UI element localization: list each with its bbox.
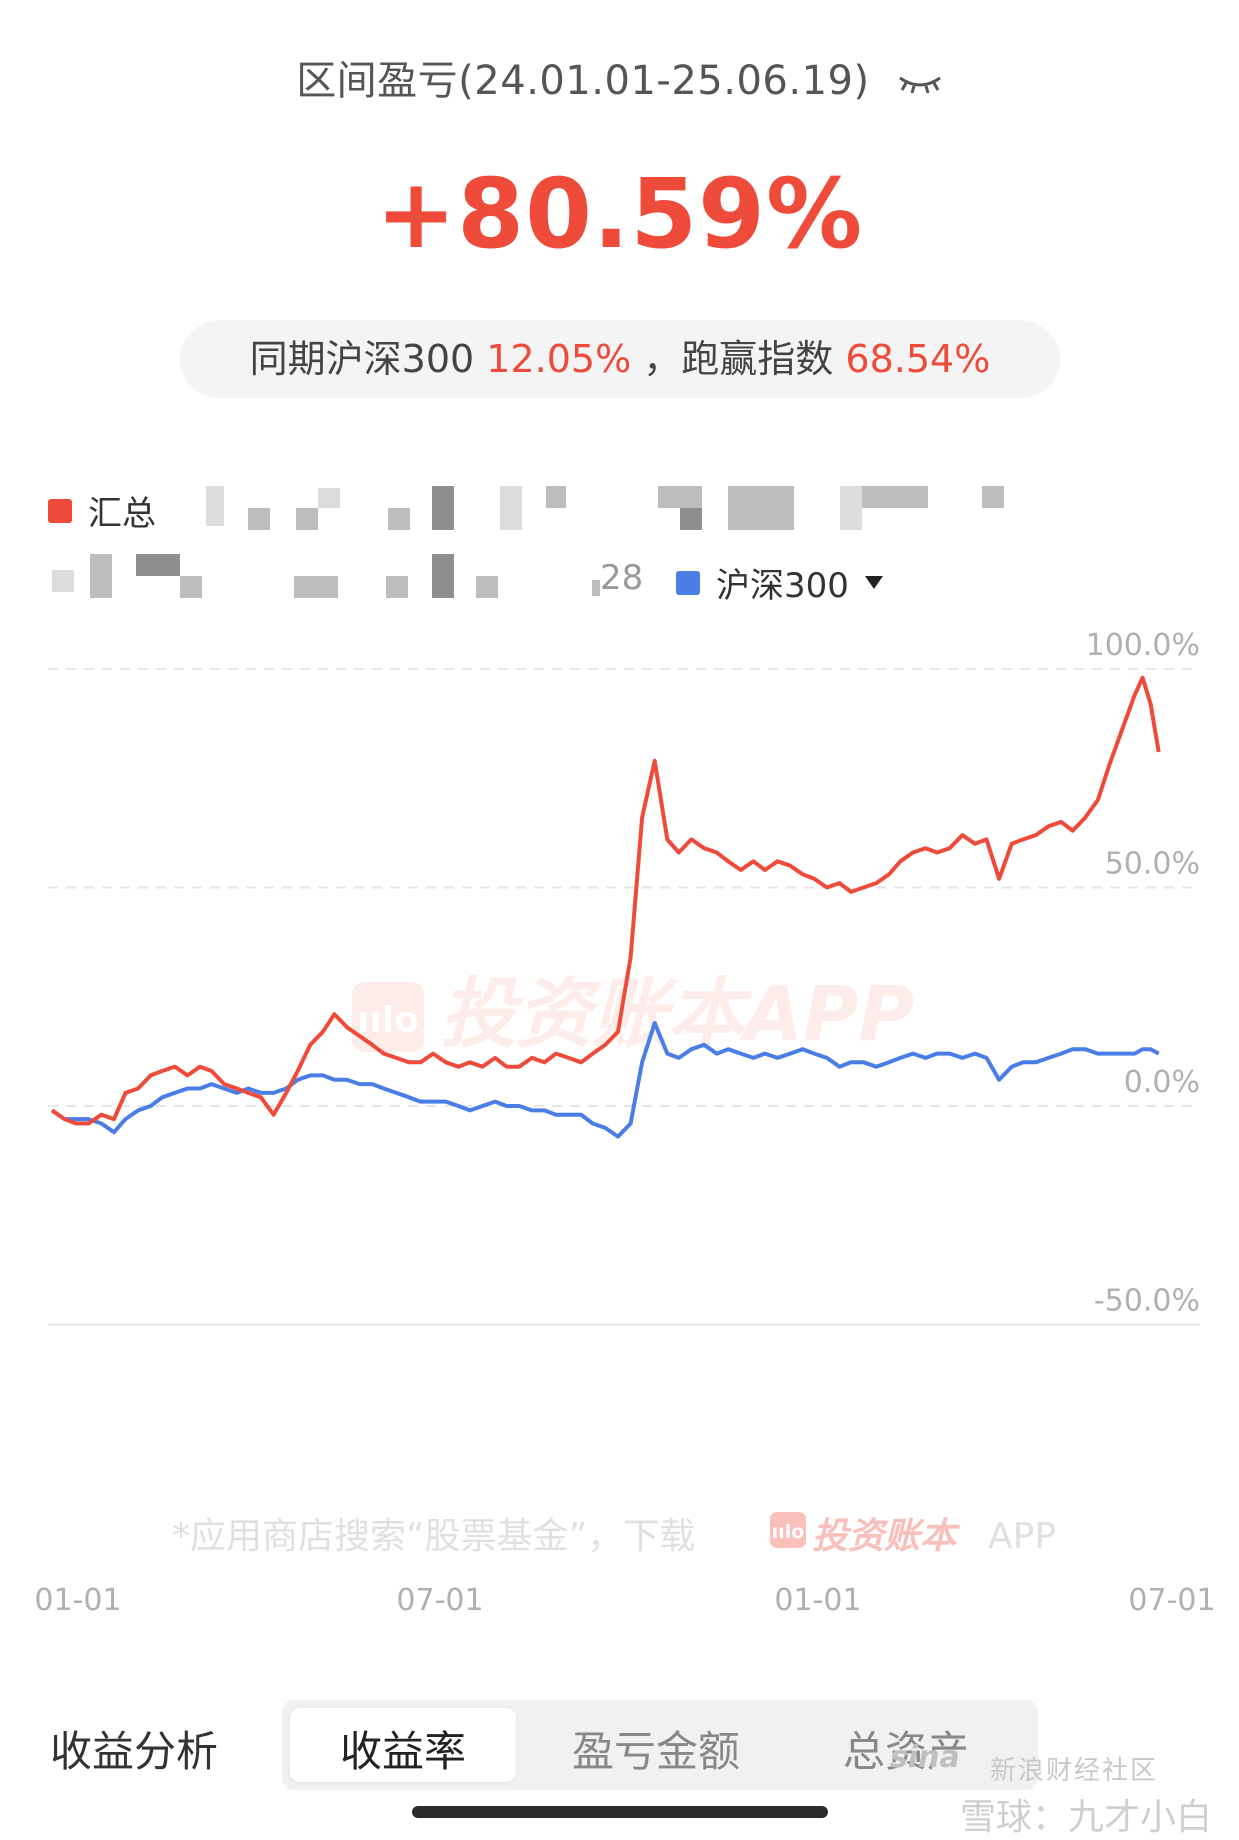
x-tick-label: 07-01 (396, 1583, 483, 1618)
legend-swatch-red (48, 498, 72, 523)
watermark-logo-icon: ıılo (352, 982, 424, 1052)
watermark-small-logo-text: ıılo (772, 1521, 805, 1543)
watermark-logo-text: ıılo (357, 1000, 419, 1041)
excess-return: 68.54% (845, 337, 991, 381)
x-tick-label: 07-01 (1128, 1583, 1215, 1618)
bottom-tabbar: 收益分析 收益率 盈亏金额 总资产 (0, 1690, 1239, 1800)
watermark-bottom-brand: 投资账本 (812, 1516, 961, 1557)
legend-swatch-blue (676, 570, 700, 595)
return-line-chart: 150.0%100.0%50.0%0.0%-50.0% ıılo 投资账本APP… (34, 628, 1215, 1618)
total-return-value: +80.59% (375, 158, 864, 270)
y-tick-label: 50.0% (1105, 847, 1200, 882)
tab-return-rate[interactable]: 收益率 (339, 1727, 466, 1776)
period-title-text: 区间盈亏(24.01.01-25.06.19) (296, 58, 870, 104)
watermark-bottom-app: APP (988, 1516, 1056, 1557)
legend-label-csi300: 沪深300 (716, 566, 849, 606)
x-tick-label: 01-01 (34, 1583, 121, 1618)
watermark-main: 投资账本APP (440, 969, 914, 1058)
series-line-summary (50, 675, 1161, 1126)
sina-site-label: 新浪财经社区 (990, 1756, 1159, 1786)
dropdown-triangle-icon[interactable] (864, 576, 883, 589)
benchmark-return: 12.05% (486, 337, 632, 381)
y-tick-label: 0.0% (1124, 1065, 1200, 1100)
legend-item-csi300[interactable]: 沪深300 (676, 558, 883, 607)
tab-pnl-amount[interactable]: 盈亏金额 (571, 1727, 740, 1776)
legend-partial-text: 28 (600, 558, 644, 598)
legend-label-summary: 汇总 (88, 494, 156, 534)
hide-eye-icon[interactable] (897, 60, 943, 106)
legend-item-summary[interactable]: 汇总 (48, 486, 156, 535)
sina-logo: sina (890, 1740, 960, 1775)
watermark-small-logo-icon: ıılo (770, 1512, 806, 1548)
benchmark-prefix: 同期沪深300 (249, 337, 475, 381)
benchmark-comparison: 同期沪深300 12.05% ，跑赢指数 68.54% (180, 320, 1060, 398)
series-line-csi300 (50, 1021, 1160, 1139)
home-indicator[interactable] (412, 1806, 828, 1818)
period-title: 区间盈亏(24.01.01-25.06.19) (0, 48, 1239, 106)
tab-return-analysis[interactable]: 收益分析 (50, 1727, 219, 1776)
y-tick-label: -50.0% (1094, 1284, 1200, 1319)
watermark-bottom: *应用商店搜索“股票基金”，下载 (172, 1516, 695, 1557)
tab-total-assets[interactable]: 总资产 (842, 1727, 969, 1776)
y-tick-label: 100.0% (1086, 628, 1200, 663)
segment-active-indicator (290, 1708, 516, 1782)
author-watermark: 雪球：九才小白 (960, 1797, 1213, 1838)
x-tick-label: 01-01 (774, 1583, 861, 1618)
benchmark-sep: ，跑赢指数 (643, 337, 834, 381)
